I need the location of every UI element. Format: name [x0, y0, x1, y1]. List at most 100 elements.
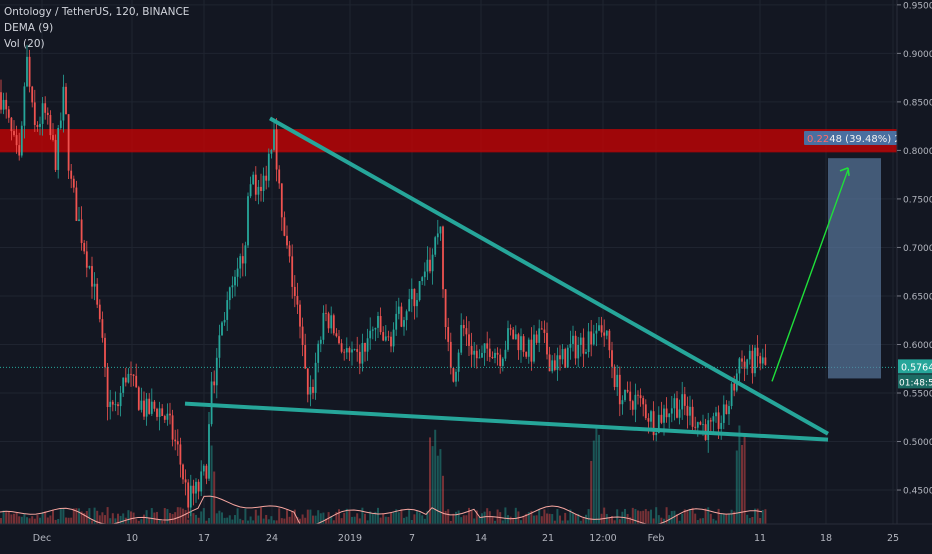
volume-bar	[384, 516, 387, 524]
candle-body	[462, 325, 465, 329]
measure-label-delta: 0.22	[807, 134, 829, 145]
resistance-zone	[0, 129, 897, 153]
volume-bar	[452, 513, 455, 524]
candle-body	[28, 56, 31, 87]
volume-bar	[0, 518, 2, 524]
candle-body	[26, 56, 28, 87]
volume-bar	[504, 507, 507, 524]
volume-bar	[429, 437, 431, 524]
candle-body	[189, 485, 192, 508]
volume-bar	[546, 513, 548, 524]
candle-body	[486, 343, 489, 349]
candle-body	[707, 420, 710, 441]
volume-bar	[507, 515, 509, 524]
candle-body	[642, 398, 645, 405]
volume-bar	[106, 507, 109, 524]
candle-body	[124, 377, 127, 383]
volume-bar	[288, 516, 291, 524]
candle-body	[327, 313, 330, 329]
volume-bar	[150, 508, 153, 524]
volume-bar	[332, 520, 335, 524]
volume-bar	[561, 520, 564, 524]
volume-bar	[465, 515, 468, 524]
candle-body	[223, 319, 226, 323]
candle-body	[208, 424, 210, 479]
volume-indicator-label[interactable]: Vol (20)	[4, 38, 45, 50]
volume-bar	[494, 520, 496, 524]
volume-bar	[587, 509, 590, 524]
volume-bar	[696, 520, 699, 524]
symbol-title[interactable]: Ontology / TetherUS, 120, BINANCE	[4, 6, 190, 18]
candle-body	[163, 416, 166, 420]
dema-indicator-label[interactable]: DEMA (9)	[4, 22, 54, 34]
candle-body	[130, 373, 132, 375]
volume-bar	[54, 519, 57, 524]
candle-body	[717, 412, 720, 429]
candle-body	[403, 320, 405, 327]
candle-body	[377, 316, 379, 328]
candle-body	[340, 343, 343, 352]
candle-body	[561, 349, 564, 360]
volume-bar	[252, 520, 255, 524]
candle-body	[358, 351, 361, 364]
candle-body	[624, 389, 626, 401]
candle-body	[686, 405, 689, 416]
volume-bar	[520, 520, 522, 524]
candle-body	[319, 339, 322, 344]
candle-body	[540, 328, 543, 330]
volume-bar	[44, 511, 47, 524]
candle-body	[634, 394, 637, 410]
volume-bar	[78, 508, 80, 524]
volume-bar	[449, 520, 452, 524]
candle-body	[54, 139, 57, 170]
volume-bar	[488, 511, 491, 524]
volume-bar	[605, 513, 608, 524]
candle-body	[215, 357, 218, 386]
projection-arrow-head	[839, 167, 850, 176]
volume-bar	[543, 509, 546, 524]
candle-body	[236, 268, 239, 277]
volume-bar	[540, 516, 543, 524]
candle-body	[520, 336, 522, 351]
candle-body	[751, 350, 754, 374]
candle-body	[421, 277, 424, 282]
volume-bar	[200, 511, 203, 524]
candle-body	[491, 356, 494, 358]
candle-body	[338, 336, 340, 344]
volume-bar	[301, 514, 304, 524]
volume-bar	[683, 509, 686, 524]
chart-legend: Ontology / TetherUS, 120, BINANCE DEMA (…	[4, 4, 189, 52]
volume-bar	[283, 518, 286, 524]
volume-bar	[13, 513, 15, 524]
volume-bar	[111, 513, 114, 524]
volume-bar	[421, 515, 424, 524]
candle-body	[525, 351, 528, 357]
candle-body	[296, 296, 299, 305]
candle-body	[166, 413, 169, 420]
candle-body	[527, 339, 530, 357]
volume-bar	[309, 509, 312, 524]
volume-bar	[686, 511, 689, 524]
volume-bar	[611, 516, 613, 524]
volume-bar	[145, 510, 148, 524]
candle-body	[392, 329, 395, 347]
x-tick-label: 21	[542, 533, 554, 544]
candle-body	[504, 349, 507, 359]
last-price-tag	[898, 359, 932, 374]
x-tick-label: 2019	[338, 533, 362, 544]
y-tick-label: 0.6000	[903, 341, 932, 351]
volume-bar	[351, 516, 353, 524]
candle-body	[709, 420, 712, 422]
volume-bar	[626, 513, 629, 524]
volume-bar	[702, 518, 704, 524]
candle-body	[7, 109, 10, 118]
candle-body	[104, 337, 106, 368]
candle-body	[13, 131, 15, 136]
volume-bar	[236, 508, 239, 524]
candle-body	[468, 334, 470, 346]
candle-body	[507, 328, 509, 350]
candle-body	[257, 186, 260, 195]
candle-body	[678, 409, 681, 418]
